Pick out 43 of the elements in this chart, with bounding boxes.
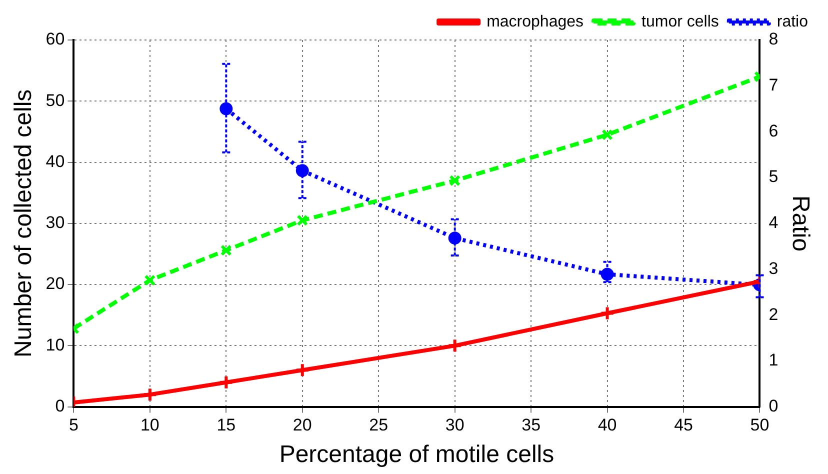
- point: [220, 244, 232, 256]
- y2-tick-label: 4: [768, 213, 778, 232]
- x-tick-label: 20: [292, 416, 312, 435]
- legend-label: tumor cells: [642, 13, 719, 30]
- point: [220, 102, 233, 116]
- x-tick-label: 50: [750, 416, 770, 435]
- legend-label: macrophages: [486, 13, 584, 30]
- point: [144, 274, 156, 286]
- point: [449, 174, 461, 186]
- point: [447, 338, 462, 354]
- y2-tick-label: 7: [768, 76, 778, 95]
- y-tick-label: 30: [46, 213, 65, 232]
- x-tick-label: 35: [522, 416, 541, 435]
- y2-tick-label: 0: [768, 396, 778, 416]
- x-tick-label: 40: [598, 416, 617, 435]
- point: [294, 362, 310, 378]
- x-tick-label: 15: [216, 416, 236, 435]
- y2-tick-label: 1: [768, 350, 778, 370]
- x-tick-label: 10: [140, 416, 160, 435]
- x-tick-label: 5: [68, 416, 78, 435]
- y-tick-label: 10: [46, 335, 65, 354]
- y2-tick-label: 6: [768, 121, 778, 140]
- x-tick-label: 25: [369, 416, 388, 435]
- y-axis-title: Number of collected cells: [10, 89, 38, 358]
- point: [602, 129, 614, 140]
- point: [600, 306, 615, 321]
- point: [218, 374, 234, 390]
- y2-tick-label: 3: [768, 258, 778, 278]
- y-tick-label: 60: [46, 30, 65, 49]
- y-tick-label: 40: [46, 152, 65, 171]
- point: [142, 387, 158, 402]
- y-tick-label: 20: [46, 274, 65, 294]
- x-axis-title: Percentage of motile cells: [279, 441, 554, 468]
- x-tick-label: 45: [674, 416, 693, 435]
- y-tick-label: 50: [46, 90, 65, 110]
- y-tick-label: 0: [55, 396, 65, 416]
- x-tick-label: 30: [445, 416, 464, 435]
- legend-label: ratio: [776, 13, 808, 30]
- y2-tick-label: 5: [768, 167, 778, 186]
- y2-tick-label: 2: [768, 304, 778, 324]
- y2-tick-label: 8: [768, 30, 778, 49]
- y2-axis-title: Ratio: [786, 195, 814, 252]
- point: [296, 214, 308, 226]
